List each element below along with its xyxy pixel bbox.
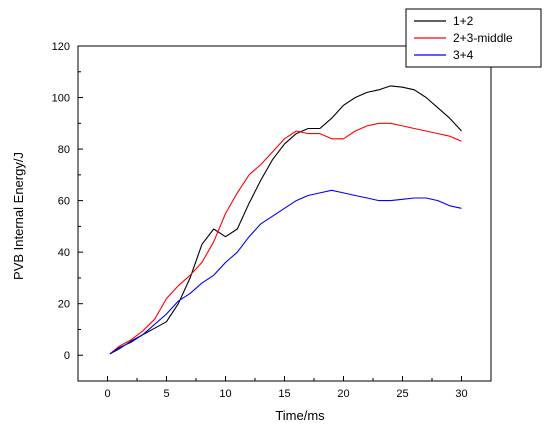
y-axis-label: PVB Internal Energy/J bbox=[11, 152, 26, 280]
x-tick-label: 20 bbox=[337, 388, 349, 400]
series-line-3 bbox=[109, 189, 462, 355]
y-tick-label: 0 bbox=[64, 350, 70, 362]
plot-frame bbox=[77, 45, 492, 382]
series-lines bbox=[109, 85, 462, 355]
x-tick-label: 30 bbox=[455, 388, 467, 400]
y-tick-label: 40 bbox=[58, 247, 70, 259]
axis-ticks: 0 5 10 15 20 25 30 0 20 40 60 80 100 120 bbox=[52, 41, 468, 400]
series-line-1 bbox=[109, 85, 462, 355]
legend: 1+2 2+3-middle 3+4 bbox=[405, 8, 542, 68]
x-tick-label: 10 bbox=[219, 388, 231, 400]
y-tick-label: 80 bbox=[58, 144, 70, 156]
x-tick-label: 5 bbox=[163, 388, 169, 400]
y-tick-label: 100 bbox=[52, 93, 70, 105]
x-tick-label: 0 bbox=[104, 388, 110, 400]
y-tick-label: 120 bbox=[52, 41, 70, 53]
legend-label-3: 3+4 bbox=[453, 48, 474, 62]
x-tick-label: 25 bbox=[396, 388, 408, 400]
legend-label-1: 1+2 bbox=[453, 14, 474, 28]
x-tick-label: 15 bbox=[278, 388, 290, 400]
series-line-2 bbox=[109, 122, 462, 355]
legend-label-2: 2+3-middle bbox=[453, 31, 513, 45]
y-tick-label: 20 bbox=[58, 299, 70, 311]
y-tick-label: 60 bbox=[58, 196, 70, 208]
x-axis-label: Time/ms bbox=[275, 408, 325, 423]
